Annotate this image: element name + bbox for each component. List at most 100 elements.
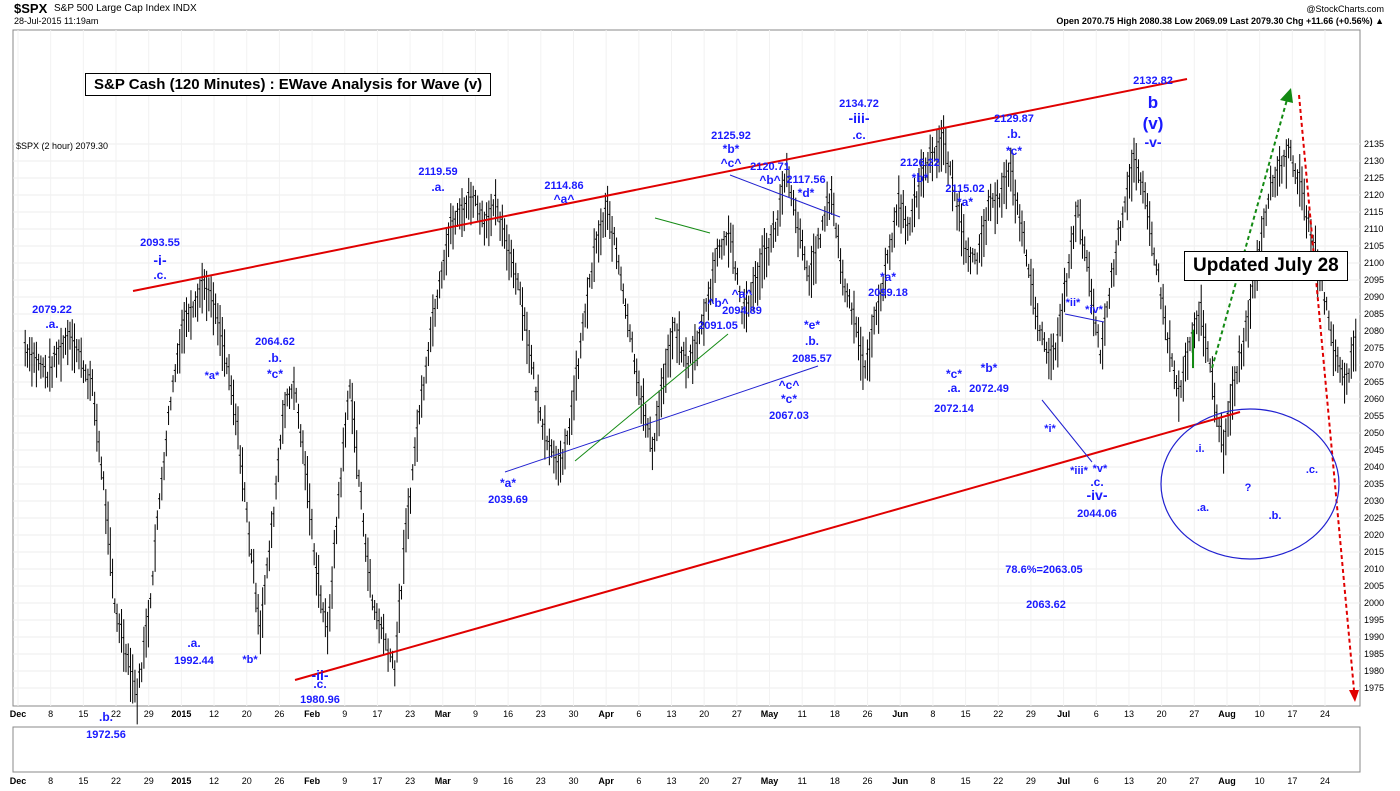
x-tick-label: 26 [274,709,284,719]
wave-label-degree: .a. [431,180,444,194]
y-tick-label: 2055 [1364,411,1384,421]
x-tick-label-lower: 27 [1189,776,1199,786]
x-tick-label: 2015 [171,709,191,719]
y-tick-label: 2060 [1364,394,1384,404]
y-tick-label: 1995 [1364,615,1384,625]
symbol: $SPX [14,1,48,16]
wave-label: 2072.14 [934,403,975,415]
x-tick-label-lower: 20 [1157,776,1167,786]
wave-label-degree: .b. [1007,127,1021,141]
x-tick-label: 12 [209,709,219,719]
wave-label: 2067.03 [769,410,809,422]
triangle-lower-line [504,365,819,473]
wave-label-degree: ^c^ [779,378,800,392]
x-tick-label-lower: 29 [144,776,154,786]
x-tick-label: 10 [1255,709,1265,719]
x-tick-label-lower: 10 [1255,776,1265,786]
x-tick-label-lower: 30 [568,776,578,786]
x-tick-label-lower: 20 [699,776,709,786]
x-tick-label: 20 [1157,709,1167,719]
x-tick-label-lower: 20 [242,776,252,786]
wave-label-degree: .c. [852,128,865,142]
wave-label: *i* [1044,423,1056,435]
wave-label: *a* [205,370,220,382]
wave-label: *v* [1093,463,1108,475]
x-tick-label-lower: 15 [78,776,88,786]
wave-label-degree: ^a^ [554,192,575,206]
wave-iv-line-upper [1064,313,1105,323]
wave-label: 2119.59 [418,166,457,178]
x-tick-label-lower: 13 [666,776,676,786]
x-tick-label-lower: 22 [993,776,1003,786]
credit: @StockCharts.com [1306,4,1384,14]
wave-label: 2094.89 [722,305,762,317]
x-tick-label-lower: 17 [372,776,382,786]
y-tick-label: 2130 [1364,156,1384,166]
wave-label: 2117.56 [786,174,825,186]
y-tick-label: 1975 [1364,683,1384,693]
wave-label-degree: *a* [880,270,896,284]
x-tick-label: Feb [304,709,321,719]
x-tick-label-lower: 29 [1026,776,1036,786]
x-tick-label: May [761,709,779,719]
x-tick-label-lower: 8 [48,776,53,786]
wave-label: 2085.57 [792,353,832,365]
wave-label: 2093.55 [140,237,180,249]
wave-label: 2120.71 [750,161,790,173]
x-tick-label: 13 [1124,709,1134,719]
wave-label: 2039.69 [488,494,528,506]
wave-label-degree: -iv- [1087,487,1108,503]
x-tick-label: Jun [892,709,908,719]
y-tick-label: 2020 [1364,530,1384,540]
wave-label: 2134.72 [839,98,879,110]
x-tick-label-lower: Apr [598,776,614,786]
y-tick-label: 2110 [1364,224,1383,234]
x-tick-label: 18 [830,709,840,719]
y-tick-label: 2040 [1364,462,1384,472]
x-tick-label: Mar [435,709,452,719]
wave-label: 2125.92 [711,130,751,142]
wave-label: 2132.82 [1133,75,1173,87]
wave-label-degree: ^b^ [759,173,780,187]
x-tick-label: 30 [568,709,578,719]
wave-label-degree: *a* [957,195,973,209]
x-tick-label: 17 [372,709,382,719]
panel-label: $SPX (2 hour) 2079.30 [16,141,109,151]
wave-label: 2129.87 [994,113,1034,125]
chart-title: S&P Cash (120 Minutes) : EWave Analysis … [85,73,492,96]
x-tick-label-lower: 22 [111,776,121,786]
projection-up-line [1211,95,1289,369]
y-tick-label: 2085 [1364,309,1384,319]
wave-label-degree: .a. [45,317,58,331]
wave-label-degree: -i- [153,252,167,268]
x-tick-label: 16 [503,709,513,719]
y-tick-label: 2075 [1364,343,1384,353]
wave-label-degree: ^b^ [707,296,728,310]
triangle-upper-line [729,174,841,218]
y-tick-label: 2010 [1364,564,1384,574]
x-tick-label: 9 [473,709,478,719]
upper-channel-line [132,78,1188,292]
x-tick-label: 15 [78,709,88,719]
x-tick-label-lower: 6 [1094,776,1099,786]
wave-label-degree: .a. [947,381,960,395]
x-tick-label-lower: Jul [1057,776,1070,786]
wave-iv-line-lower [1041,399,1093,463]
wave-label-degree: (v) [1143,114,1164,133]
x-tick-label-lower: 18 [830,776,840,786]
wave-label: .c. [1306,464,1318,476]
y-tick-label: 2100 [1364,258,1384,268]
wave-label: 2072.49 [969,383,1009,395]
x-tick-label: 13 [666,709,676,719]
x-tick-label-lower: 13 [1124,776,1134,786]
y-tick-label: 2035 [1364,479,1384,489]
x-tick-label: 29 [144,709,154,719]
wave-label: 2126.22 [900,157,940,169]
wave-label-degree: *b* [981,361,998,375]
x-tick-label-lower: 15 [961,776,971,786]
wave-label: 2044.06 [1077,508,1117,520]
wedge-line-lower [574,333,729,462]
wave-label: *ii* [1066,297,1081,309]
y-tick-label: 2080 [1364,326,1384,336]
wave-label-degree: *e* [804,318,820,332]
